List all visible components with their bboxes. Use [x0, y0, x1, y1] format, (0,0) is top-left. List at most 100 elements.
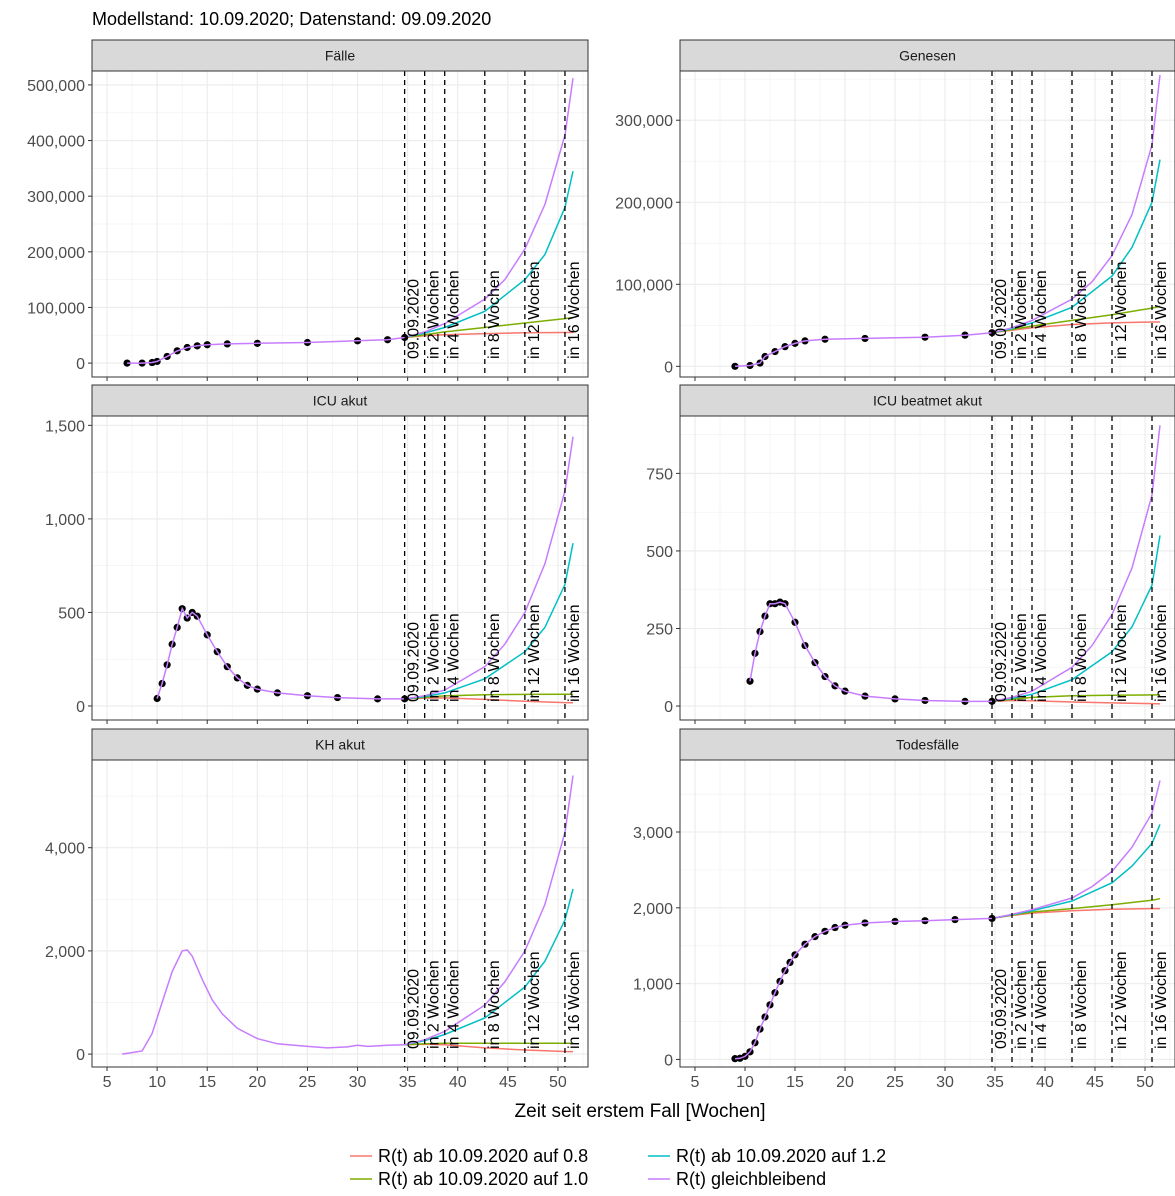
panel-data [746, 425, 1161, 705]
reference-vline-label: in 12 Wochen [526, 951, 543, 1049]
x-tick-label: 50 [1136, 1074, 1154, 1091]
legend-label: R(t) ab 10.09.2020 auf 0.8 [378, 1146, 588, 1166]
reference-vline-label: in 8 Wochen [486, 270, 503, 359]
reference-vline-label: in 8 Wochen [1073, 960, 1090, 1049]
reference-vline-label: in 4 Wochen [446, 270, 463, 359]
panel-4: KH akut 5 10 15 20 25 30 35 40 45 50 0 2,000 4,000 09.… [45, 728, 589, 1091]
panel-border [679, 759, 1175, 1068]
x-tick-label: 30 [936, 1074, 954, 1091]
reference-vline-label: in 2 Wochen [1013, 960, 1030, 1049]
panel-3: ICU beatmet akut 0 250 500 750 09.09.2020 in 2… [646, 384, 1175, 724]
panel-border [91, 415, 589, 721]
reference-vline-label: 09.09.2020 [406, 969, 423, 1049]
legend-label: R(t) gleichbleibend [676, 1169, 826, 1189]
y-tick-label: 0 [76, 1047, 85, 1064]
reference-vline-label: in 16 Wochen [566, 604, 583, 702]
x-tick-label: 30 [349, 1074, 367, 1091]
reference-vline-label: in 8 Wochen [1073, 270, 1090, 359]
fit-line [156, 606, 405, 700]
y-tick-label: 2,000 [633, 901, 673, 918]
series-line [404, 436, 574, 700]
facet-strip-label: ICU akut [313, 393, 368, 409]
reference-vline-label: in 16 Wochen [566, 951, 583, 1049]
panel-background [680, 760, 1175, 1067]
reference-vline-label: 09.09.2020 [993, 969, 1010, 1049]
series-line [991, 780, 1161, 920]
panels-layer: Fälle 0 100,000 200,000 300,000 400,000 500,00… [27, 39, 1175, 1091]
panel-background [680, 71, 1175, 377]
x-tick-label: 20 [836, 1074, 854, 1091]
y-tick-label: 400,000 [27, 134, 85, 151]
y-tick-label: 250 [646, 621, 673, 638]
facet-strip [679, 384, 1175, 417]
y-tick-label: 100,000 [27, 300, 85, 317]
reference-vline-label: 09.09.2020 [993, 622, 1010, 702]
fit-line [749, 601, 992, 703]
y-tick-label: 500 [58, 605, 85, 622]
panel-5: Todesfälle 5 10 15 20 25 30 35 40 45 50 0 1,000 2,000… [633, 728, 1175, 1091]
y-tick-label: 0 [76, 356, 85, 373]
chart-title: Modellstand: 10.09.2020; Datenstand: 09.… [92, 9, 491, 29]
observed-point [746, 677, 754, 685]
fit-line [734, 917, 993, 1060]
panel-border [91, 70, 589, 378]
series-line [404, 888, 574, 1046]
facet-strip [91, 39, 589, 72]
y-tick-label: 2,000 [45, 944, 85, 961]
series-line [991, 535, 1161, 703]
facet-strip-label: KH akut [315, 737, 365, 753]
y-tick-label: 200,000 [615, 195, 673, 212]
panel-background [680, 416, 1175, 720]
panel-border [679, 70, 1175, 378]
facet-strip [91, 728, 589, 761]
x-tick-label: 50 [549, 1074, 567, 1091]
y-tick-label: 300,000 [27, 189, 85, 206]
y-tick-label: 3,000 [633, 825, 673, 842]
reference-vline-label: in 4 Wochen [446, 613, 463, 702]
x-tick-label: 45 [499, 1074, 517, 1091]
reference-vline-label: in 16 Wochen [1153, 951, 1170, 1049]
x-tick-label: 15 [198, 1074, 216, 1091]
y-tick-label: 1,000 [45, 512, 85, 529]
x-tick-label: 40 [1036, 1074, 1054, 1091]
observed-point [123, 359, 131, 367]
x-tick-label: 20 [248, 1074, 266, 1091]
reference-vline-label: in 16 Wochen [1153, 261, 1170, 359]
x-tick-label: 10 [148, 1074, 166, 1091]
reference-vline-label: 09.09.2020 [406, 622, 423, 702]
reference-vline-label: in 4 Wochen [1033, 960, 1050, 1049]
x-tick-label: 10 [736, 1074, 754, 1091]
reference-vline-label: in 8 Wochen [1073, 613, 1090, 702]
reference-vline-label: in 2 Wochen [426, 960, 443, 1049]
x-tick-label: 5 [691, 1074, 700, 1091]
series-line [404, 78, 574, 339]
reference-vline-label: in 12 Wochen [526, 604, 543, 702]
reference-vline-label: in 8 Wochen [486, 960, 503, 1049]
reference-vline-label: in 16 Wochen [566, 261, 583, 359]
reference-vline-label: in 12 Wochen [1113, 951, 1130, 1049]
reference-vline-label: in 2 Wochen [426, 270, 443, 359]
reference-vline-label: in 4 Wochen [446, 960, 463, 1049]
observed-point [401, 333, 409, 342]
legend: R(t) ab 10.09.2020 auf 0.8 R(t) ab 10.09.… [350, 1146, 886, 1189]
x-tick-label: 25 [299, 1074, 317, 1091]
reference-vline-label: in 4 Wochen [1033, 270, 1050, 359]
panel-border [91, 759, 589, 1068]
series-line [121, 775, 574, 1055]
series-line [991, 699, 1161, 705]
y-tick-label: 0 [664, 359, 673, 376]
reference-vline-label: in 2 Wochen [1013, 270, 1030, 359]
y-tick-label: 0 [664, 1052, 673, 1069]
series-line [991, 75, 1161, 334]
facet-strip [679, 39, 1175, 72]
y-tick-label: 4,000 [45, 841, 85, 858]
panel-background [92, 416, 588, 720]
x-tick-label: 35 [399, 1074, 417, 1091]
series-line [991, 159, 1161, 334]
reference-vline-label: 09.09.2020 [993, 279, 1010, 359]
legend-label: R(t) ab 10.09.2020 auf 1.0 [378, 1169, 588, 1189]
x-axis-title: Zeit seit erstem Fall [Wochen] [515, 1101, 766, 1122]
reference-vline-label: in 16 Wochen [1153, 604, 1170, 702]
